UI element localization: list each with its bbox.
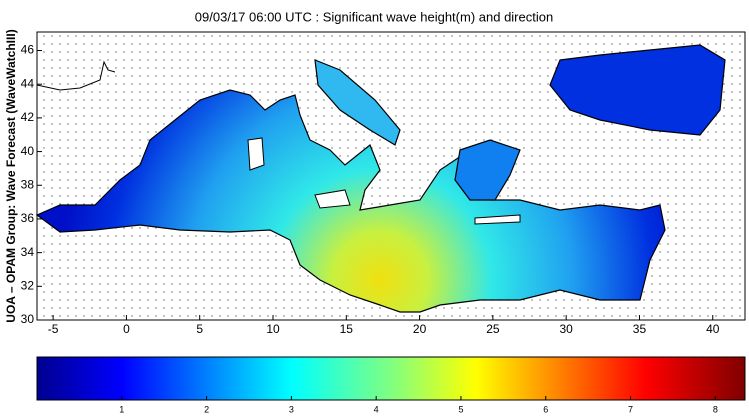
sea-black [549, 44, 726, 136]
y-tick-label: 46 [21, 43, 35, 57]
colorbar-tick-label: 8 [713, 404, 718, 414]
island-sardinia [247, 137, 265, 171]
y-tick-label: 34 [21, 245, 35, 259]
y-tick-label: 32 [21, 278, 35, 292]
title: 09/03/17 06:00 UTC : Significant wave he… [195, 9, 553, 24]
x-tick-label: 40 [706, 322, 720, 336]
y-tick-label: 30 [21, 312, 35, 326]
y-tick-label: 44 [21, 76, 35, 90]
x-tick-label: 20 [413, 322, 427, 336]
colorbar-tick-label: 3 [289, 404, 294, 414]
island-sicily [314, 189, 351, 209]
colorbar-tick-label: 6 [543, 404, 548, 414]
colorbar [36, 356, 746, 401]
coastline-atlantic [36, 60, 116, 91]
sea-mediterranean [35, 89, 666, 313]
y-axis-label: UOA – OPAM Group: Wave Forecast (WaveWat… [4, 29, 18, 322]
sea-adriatic [314, 59, 401, 146]
y-tick-label: 36 [21, 211, 35, 225]
x-tick-label: 25 [486, 322, 500, 336]
y-tick-label: 42 [21, 110, 35, 124]
x-tick-label: 5 [196, 322, 203, 336]
colorbar-tick-label: 4 [374, 404, 379, 414]
x-tick-label: 35 [633, 322, 647, 336]
colorbar-tick-label: 5 [458, 404, 463, 414]
sea-aegean [454, 139, 521, 201]
colorbar-tick-label: 1 [119, 404, 124, 414]
colorbar-tick-label: 2 [204, 404, 209, 414]
island-crete [474, 214, 521, 225]
map-area [35, 31, 746, 321]
x-tick-label: -5 [48, 322, 59, 336]
map-frame [36, 31, 746, 321]
y-tick-label: 40 [21, 144, 35, 158]
x-tick-label: 10 [266, 322, 280, 336]
x-tick-label: 0 [123, 322, 130, 336]
colorbar-tick-label: 7 [628, 404, 633, 414]
y-tick-label: 38 [21, 177, 35, 191]
x-tick-label: 15 [340, 322, 354, 336]
x-tick-label: 30 [559, 322, 573, 336]
